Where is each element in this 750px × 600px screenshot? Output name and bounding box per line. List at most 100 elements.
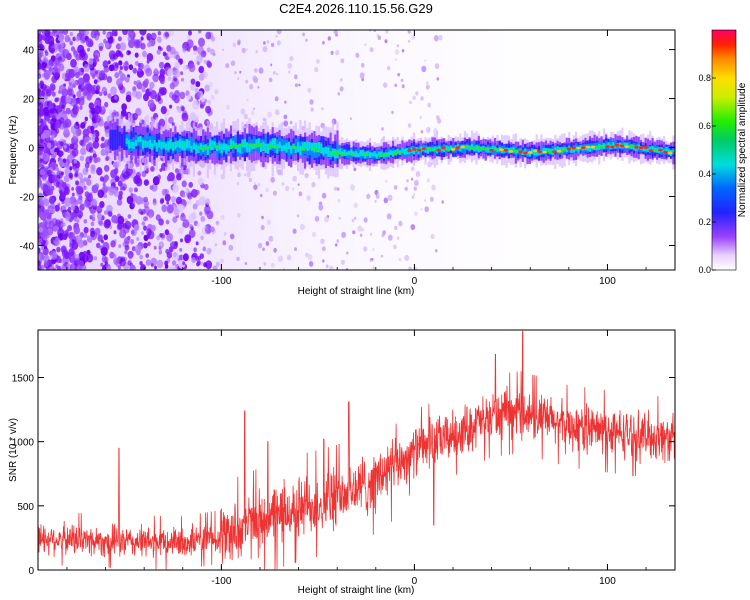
spectrogram-cell <box>73 122 80 130</box>
spectrogram-cell <box>181 106 185 112</box>
spectrogram-cell <box>108 211 113 217</box>
spectrogram-cell <box>157 174 161 180</box>
spectrogram-cell <box>69 166 73 171</box>
ridge-peak <box>291 145 296 149</box>
ridge-cell <box>438 145 441 151</box>
ridge-peak <box>257 144 263 147</box>
spectrogram-cell <box>96 205 103 214</box>
spectrogram-cell <box>40 254 45 261</box>
spectrogram-cell <box>430 233 435 239</box>
spectrogram-cell <box>83 232 88 238</box>
ridge-cell <box>570 147 573 154</box>
spectrogram-cell <box>43 69 51 80</box>
spectrogram-cell <box>196 223 200 228</box>
spectrogram-cell <box>219 258 224 265</box>
spectrogram-cell <box>140 36 144 41</box>
ridge-cell <box>317 142 321 153</box>
spectrogram-cell <box>150 263 154 267</box>
ridge-cell <box>554 147 557 152</box>
spectrogram-cell <box>58 225 62 231</box>
spectrogram-cell <box>366 193 371 200</box>
spectrogram-cell <box>246 98 249 102</box>
spectrogram-cell <box>404 254 410 261</box>
spectrogram-cell <box>127 260 132 266</box>
ridge-cell <box>174 141 177 149</box>
spectrogram-cell <box>294 247 297 252</box>
spectrogram-cell <box>243 113 248 120</box>
spectrogram-cell <box>143 242 148 249</box>
ridge-cell <box>459 146 462 152</box>
spectrogram-cell <box>71 147 79 157</box>
ridge-cell <box>595 142 599 149</box>
spectrogram-cell <box>60 246 67 253</box>
ridge-cell <box>424 146 427 153</box>
spectrogram-cell <box>44 30 51 38</box>
spectrogram-cell <box>110 169 118 179</box>
spectrogram-cell <box>110 240 116 248</box>
spectrogram-cell <box>171 260 177 266</box>
ridge-cell <box>280 138 283 153</box>
spectrogram-cell <box>131 202 136 208</box>
ridge-peak <box>532 149 538 153</box>
ridge-cell <box>403 150 406 155</box>
spectrogram-cell <box>90 221 95 227</box>
spectrogram-cell <box>94 227 101 236</box>
y-tick-label: 500 <box>17 502 34 513</box>
spectrogram-cell <box>75 180 80 186</box>
ridge-cell <box>310 142 314 151</box>
spectrogram-cell <box>56 34 60 39</box>
ridge-cell <box>412 148 416 155</box>
spectrogram-cell <box>60 141 64 147</box>
ridge-cell <box>500 148 504 154</box>
spectrogram-cell <box>272 190 277 196</box>
spectrogram-cell <box>164 264 169 269</box>
ridge-peak <box>537 150 543 154</box>
ridge-cell <box>130 141 133 148</box>
spectrogram-cell <box>420 130 424 134</box>
spectrogram-cell <box>51 174 58 183</box>
spectrogram-cell <box>333 186 338 191</box>
spectrogram-cell <box>55 167 59 172</box>
spectrogram-cell <box>91 73 96 78</box>
spectrogram-cell <box>140 211 144 216</box>
ridge-cell <box>264 134 267 151</box>
spectrogram-cell <box>304 172 309 179</box>
spectrogram-cell <box>77 77 85 86</box>
spectrogram-cell <box>211 36 215 42</box>
spectrogram-cell <box>136 237 140 241</box>
colorbar-label: Normalized spectral amplitude <box>737 82 748 217</box>
spectrogram-cell <box>115 43 121 50</box>
spectrogram-cell <box>188 181 193 188</box>
spectrogram-cell <box>210 94 215 100</box>
spectrogram-cell <box>146 53 154 62</box>
x-tick-label: 0 <box>412 276 418 287</box>
ridge-cell <box>588 145 592 152</box>
spectrogram-cell <box>292 175 297 182</box>
spectrogram-cell <box>118 70 123 77</box>
colorbar-tick-label: 0.2 <box>698 217 711 227</box>
spectrogram-cell <box>383 82 388 88</box>
ridge-cell <box>547 148 550 152</box>
spectrogram-cell <box>40 84 44 89</box>
ridge-cell <box>234 136 237 150</box>
spectrogram-cell <box>139 254 144 260</box>
spectrogram-cell <box>143 225 147 231</box>
spectrogram-cell <box>257 86 260 89</box>
spectrogram-cell <box>119 257 126 267</box>
spectrogram-cell <box>253 181 256 185</box>
ridge-peak <box>204 146 210 149</box>
ridge-cell <box>491 145 494 151</box>
spectrogram-cell <box>414 179 419 187</box>
spectrogram-cell <box>412 193 416 197</box>
spectrogram-cell <box>176 173 182 181</box>
spectrogram-cell <box>225 63 230 69</box>
spectrogram-cell <box>391 110 394 115</box>
spectrogram-cell <box>188 30 192 36</box>
spectrogram-cell <box>321 107 324 111</box>
ridge-cell <box>232 140 235 148</box>
ridge-cell <box>357 148 360 158</box>
ridge-peak <box>528 151 533 154</box>
spectrogram-cell <box>186 47 191 52</box>
spectrogram-cell <box>90 230 96 238</box>
spectrogram-cell <box>152 73 159 83</box>
